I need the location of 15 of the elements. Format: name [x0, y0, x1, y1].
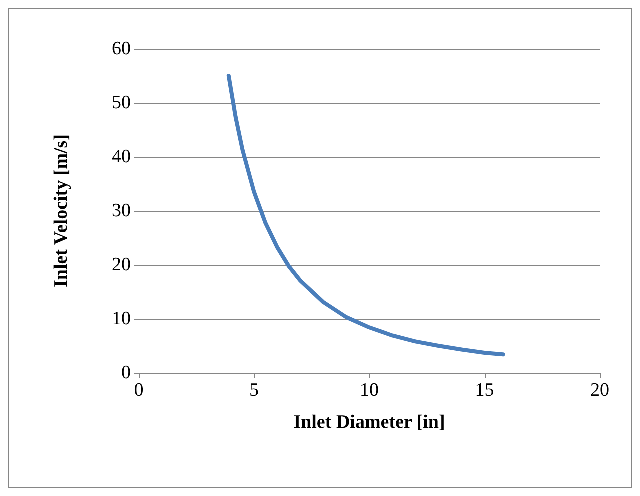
y-tick-label: 40 — [112, 146, 131, 168]
y-tick-label: 20 — [112, 254, 131, 276]
y-tick-label: 10 — [112, 308, 131, 330]
line-series — [226, 74, 506, 357]
x-tick-label: 10 — [360, 380, 379, 401]
x-tick-label: 20 — [590, 380, 610, 401]
x-axis-title: Inlet Diameter [in] — [294, 412, 446, 433]
y-axis-title: Inlet Velocity [m/s] — [51, 134, 72, 288]
y-tick-label: 0 — [122, 362, 131, 384]
y-tick-label: 50 — [112, 92, 131, 114]
x-tick-label: 15 — [475, 380, 494, 401]
x-tick-label: 5 — [250, 380, 259, 401]
y-tick-label: 60 — [112, 38, 131, 60]
y-tick-label: 30 — [112, 200, 131, 222]
x-tick-label: 0 — [134, 380, 144, 401]
